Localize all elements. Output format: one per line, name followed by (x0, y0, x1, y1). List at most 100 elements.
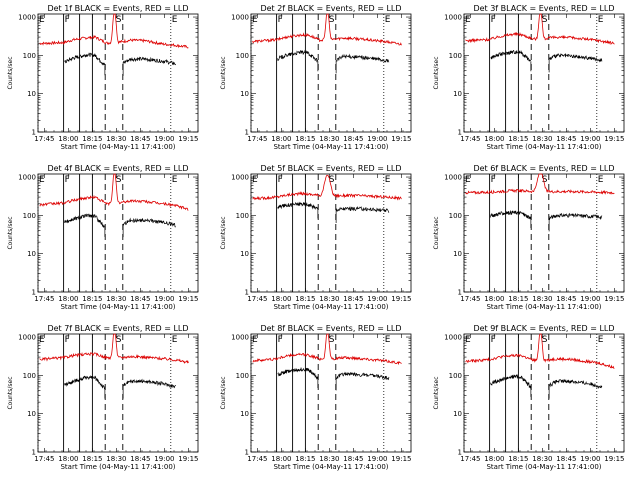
plot-frame (37, 173, 199, 293)
phase-marker: S (116, 15, 122, 25)
x-tick-label: 18:00 (484, 455, 504, 463)
x-tick-label: 19:15 (178, 295, 198, 303)
plot-frame (250, 173, 412, 293)
events-series-line (548, 52, 603, 63)
x-axis-label: Start Time (04-May-11 17:41:00) (486, 143, 601, 151)
y-tick-label: 10 (453, 90, 462, 98)
x-tick-label: 19:15 (604, 295, 624, 303)
x-tick-label: 18:45 (343, 455, 363, 463)
x-tick-label: 18:15 (508, 135, 528, 143)
phase-marker: E (385, 175, 391, 185)
panel-title: Det 8f BLACK = Events, RED = LLD (260, 324, 401, 333)
x-axis-label: Start Time (04-May-11 17:41:00) (486, 303, 601, 311)
x-tick-label: 19:00 (580, 295, 600, 303)
phase-marker: S (542, 175, 548, 185)
x-tick-label: 18:30 (532, 455, 552, 463)
y-tick-label: 1000 (231, 14, 249, 22)
y-tick-label: 1 (458, 289, 462, 297)
y-tick-label: 100 (23, 372, 36, 380)
x-tick-label: 18:30 (106, 135, 126, 143)
events-series-line (490, 374, 532, 389)
x-tick-label: 17:45 (247, 295, 267, 303)
phase-marker: S (329, 335, 335, 345)
y-tick-label: 100 (236, 52, 249, 60)
y-axis-label: Counts/sec (7, 216, 14, 249)
y-tick-label: 10 (27, 410, 36, 418)
lld-series-line (465, 173, 615, 195)
phase-marker: E (385, 15, 391, 25)
lld-series-line (252, 174, 402, 201)
x-tick-label: 18:30 (106, 455, 126, 463)
x-tick-label: 19:00 (367, 455, 387, 463)
phase-marker: E (465, 175, 471, 185)
y-axis-label: Counts/sec (433, 376, 440, 409)
events-series-line (122, 217, 176, 228)
events-series-line (277, 49, 319, 63)
y-axis-label: Counts/sec (7, 56, 14, 89)
x-tick-label: 19:15 (604, 135, 624, 143)
phase-marker: F (278, 15, 283, 25)
phase-marker: E (252, 175, 258, 185)
detector-panel-2: Det 2f BLACK = Events, RED = LLD 1 10 100 10… (220, 4, 411, 151)
y-tick-label: 1 (32, 289, 36, 297)
x-tick-label: 18:15 (295, 295, 315, 303)
phase-marker: E (172, 175, 178, 185)
phase-marker: S (329, 15, 335, 25)
x-tick-label: 18:45 (556, 135, 576, 143)
y-axis-label: Counts/sec (7, 376, 14, 409)
phase-marker: E (39, 175, 45, 185)
phase-marker: E (172, 335, 178, 345)
plot-frame (250, 13, 412, 133)
lld-series-line (39, 13, 189, 49)
y-axis-label: Counts/sec (220, 56, 227, 89)
lld-series-line (39, 333, 189, 364)
y-tick-label: 100 (236, 212, 249, 220)
x-tick-label: 19:15 (391, 295, 411, 303)
x-tick-label: 19:00 (154, 135, 174, 143)
phase-marker: S (329, 175, 335, 185)
events-series-line (490, 209, 532, 220)
panel-title: Det 2f BLACK = Events, RED = LLD (260, 4, 401, 13)
detector-panel-4: Det 4f BLACK = Events, RED = LLD 1 10 100 10… (7, 164, 198, 311)
x-tick-label: 19:00 (367, 135, 387, 143)
detector-panel-5: Det 5f BLACK = Events, RED = LLD 1 10 100 10… (220, 164, 411, 311)
detector-panel-3: Det 3f BLACK = Events, RED = LLD 1 10 100 10… (433, 4, 624, 151)
x-tick-label: 18:00 (484, 295, 504, 303)
phase-marker: E (39, 15, 45, 25)
panel-title: Det 5f BLACK = Events, RED = LLD (260, 164, 401, 173)
events-series-line (548, 212, 603, 221)
y-tick-label: 10 (240, 90, 249, 98)
events-series-line (277, 367, 319, 380)
plot-frame (463, 13, 625, 133)
x-tick-label: 17:45 (34, 295, 54, 303)
y-tick-label: 100 (23, 52, 36, 60)
y-tick-label: 1 (32, 449, 36, 457)
phase-marker: S (542, 335, 548, 345)
phase-marker: S (116, 175, 122, 185)
events-series-line (548, 378, 603, 389)
detector-panel-7: Det 7f BLACK = Events, RED = LLD 1 10 100 10… (7, 324, 198, 471)
y-tick-label: 1000 (18, 174, 36, 182)
x-axis-label: Start Time (04-May-11 17:41:00) (273, 303, 388, 311)
phase-marker: F (278, 335, 283, 345)
phase-marker: E (385, 335, 391, 345)
x-tick-label: 17:45 (247, 455, 267, 463)
x-axis-label: Start Time (04-May-11 17:41:00) (60, 303, 175, 311)
x-tick-label: 18:15 (295, 455, 315, 463)
detector-panel-6: Det 6f BLACK = Events, RED = LLD 1 10 100 10… (433, 164, 624, 311)
x-tick-label: 19:15 (391, 135, 411, 143)
y-tick-label: 1 (458, 129, 462, 137)
x-tick-label: 19:15 (391, 455, 411, 463)
panel-title: Det 9f BLACK = Events, RED = LLD (473, 324, 614, 333)
y-axis-label: Counts/sec (220, 376, 227, 409)
x-tick-label: 18:15 (508, 455, 528, 463)
x-tick-label: 19:00 (580, 455, 600, 463)
detector-panel-9: Det 9f BLACK = Events, RED = LLD 1 10 100 10… (433, 324, 624, 471)
x-tick-label: 18:30 (532, 135, 552, 143)
x-tick-label: 17:45 (34, 135, 54, 143)
x-axis-label: Start Time (04-May-11 17:41:00) (273, 143, 388, 151)
y-axis-label: Counts/sec (433, 216, 440, 249)
panel-title: Det 3f BLACK = Events, RED = LLD (473, 4, 614, 13)
x-tick-label: 18:45 (343, 295, 363, 303)
